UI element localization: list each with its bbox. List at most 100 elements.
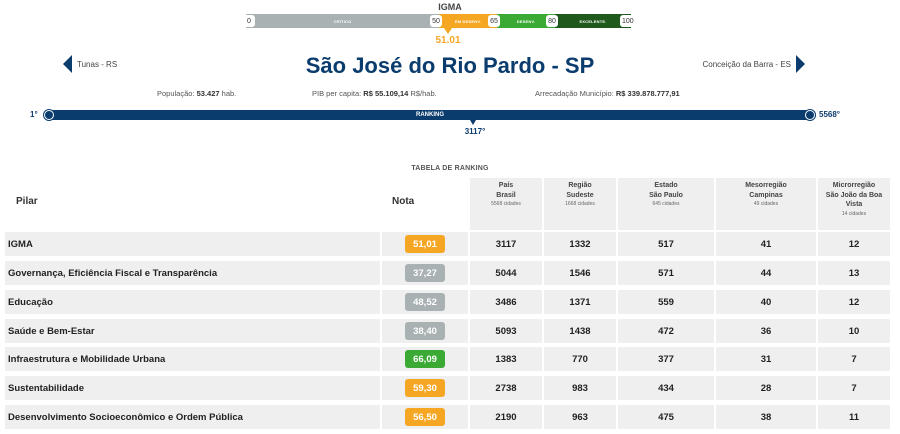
rank-cell: 770 [544,347,616,371]
pilar-name: Educação [5,290,380,314]
header-line1: Microrregião [832,182,876,189]
pilar-name: Governança, Eficiência Fiscal e Transpar… [5,261,380,285]
pilar-name: Desenvolvimento Socioeconômico e Ordem P… [5,405,380,429]
header-line1: Mesorregião [745,182,787,189]
nota-badge: 51,01 [405,235,445,253]
rank-cell: 31 [716,347,816,371]
rank-cell: 28 [716,376,816,400]
header-nota: Nota [392,196,415,207]
pib-stat: PIB per capita: R$ 55.109,14 R$/hab. [312,89,437,98]
tick-80: 80 [546,15,558,27]
rank-cell: 475 [618,405,714,429]
rank-cell: 2738 [470,376,542,400]
rank-cell: 40 [716,290,816,314]
table-row: Infraestrutura e Mobilidade Urbana 66,09 1… [5,347,890,371]
previous-city-link[interactable]: Tunas - RS [63,55,117,73]
header-mesorregiao: Mesorregião Campinas 49 cidades [716,178,816,230]
nota-cell: 56,50 [382,405,468,429]
segment-em-desenvolvimento: EM DESENV. [439,14,497,28]
rank-cell: 11 [818,405,890,429]
arrecadacao-label: Arrecadação Município: [535,89,614,98]
rank-cell: 1371 [544,290,616,314]
header-line2: Campinas [749,191,783,199]
nota-badge: 66,09 [405,350,445,368]
population-stat: População: 53.427 hab. [157,89,236,98]
table-row: Governança, Eficiência Fiscal e Transpar… [5,261,890,285]
ranking-label: RANKING [416,112,444,118]
population-value: 53.427 [196,89,220,98]
header-line2: Sudeste [566,191,594,199]
rank-cell: 1546 [544,261,616,285]
rank-cell: 38 [716,405,816,429]
table-row: Educação 48,52 3486 1371 559 40 12 [5,290,890,314]
tick-65: 65 [488,15,500,27]
header-pais: País Brasil 5568 cidades [470,178,542,230]
header-line1: País [498,182,514,189]
table-title: TABELA DE RANKING [411,165,489,172]
pib-unit: R$/hab. [410,89,437,98]
header-line2: São Paulo [649,191,683,199]
table-row: Desenvolvimento Socioeconômico e Ordem P… [5,405,890,429]
nota-badge: 59,30 [405,379,445,397]
rank-cell: 1383 [470,347,542,371]
rank-cell: 44 [716,261,816,285]
nota-cell: 66,09 [382,347,468,371]
igma-scale: CRÍTICO EM DESENV. DESENV. EXCELENTE. 0 … [243,14,636,28]
nota-cell: 51,01 [382,232,468,256]
igma-score: 51.01 [435,35,461,46]
igma-scale-title: IGMA [438,2,462,12]
rank-cell: 3486 [470,290,542,314]
nota-cell: 37,27 [382,261,468,285]
header-pilar: Pilar [16,196,38,207]
ranking-value: 3117° [464,127,486,136]
arrecadacao-stat: Arrecadação Município: R$ 339.878.777,91 [535,89,680,98]
arrecadacao-value: R$ 339.878.777,91 [615,89,680,98]
pib-value: R$ 55.109,14 [363,89,409,98]
header-line2: Brasil [496,191,516,199]
rank-cell: 5093 [470,319,542,343]
rank-cell: 1438 [544,319,616,343]
pib-label: PIB per capita: [312,89,362,98]
header-sub: 1668 cidades [565,201,595,207]
rank-cell: 963 [544,405,616,429]
nota-cell: 38,40 [382,319,468,343]
rank-cell: 983 [544,376,616,400]
ranking-marker [470,120,476,125]
rank-cell: 12 [818,290,890,314]
table-row: Sustentabilidade 59,30 2738 983 434 28 7 [5,376,890,400]
next-city-label: Conceição da Barra - ES [702,59,792,69]
nota-badge: 37,27 [405,264,445,282]
ranking-min: 1° [30,110,38,119]
nota-cell: 59,30 [382,376,468,400]
rank-cell: 571 [618,261,714,285]
rank-cell: 7 [818,376,890,400]
rank-cell: 3117 [470,232,542,256]
table-row: IGMA 51,01 3117 1332 517 41 12 [5,232,890,256]
rank-cell: 36 [716,319,816,343]
pilar-name: Infraestrutura e Mobilidade Urbana [5,347,380,371]
nota-badge: 48,52 [405,293,445,311]
arrow-right-icon [796,55,805,73]
table-row: Saúde e Bem-Estar 38,40 5093 1438 472 36 10 [5,319,890,343]
rank-cell: 5044 [470,261,542,285]
ranking-bar [44,110,816,120]
next-city-link[interactable]: Conceição da Barra - ES [702,55,805,73]
pilar-name: IGMA [5,232,380,256]
nota-badge: 38,40 [405,322,445,340]
previous-city-label: Tunas - RS [77,59,118,69]
tick-0: 0 [243,15,255,27]
segment-desenvolvido: DESENV. [497,14,555,28]
pilar-name: Sustentabilidade [5,376,380,400]
header-estado: Estado São Paulo 645 cidades [618,178,714,230]
pilar-name: Saúde e Bem-Estar [5,319,380,343]
page-title: São José do Rio Pardo - SP [305,53,595,78]
segment-critico: CRÍTICO [246,14,439,28]
rank-cell: 7 [818,347,890,371]
ranking-max: 5568° [819,110,840,119]
header-sub: 14 cidades [841,210,867,217]
tick-50: 50 [430,15,442,27]
header-regiao: Região Sudeste 1668 cidades [544,178,616,230]
rank-cell: 10 [818,319,890,343]
arrow-left-icon [63,55,72,73]
rank-cell: 12 [818,232,890,256]
